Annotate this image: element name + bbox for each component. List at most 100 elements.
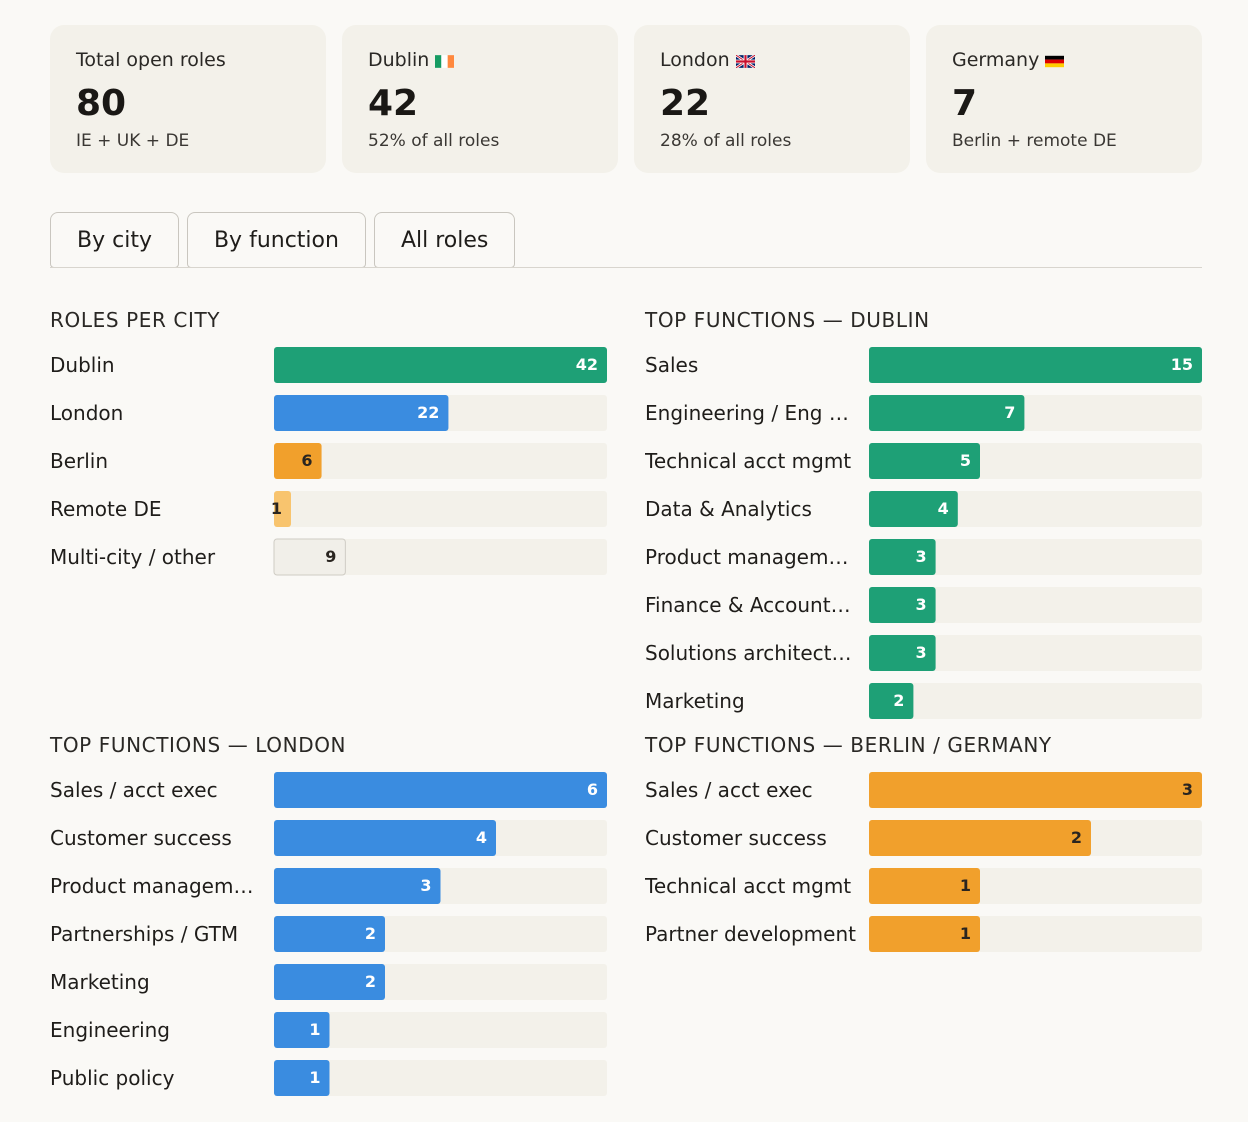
london-functions-chart: Sales / acct exec 6 Customer success 4 Produ…: [50, 772, 607, 1096]
bar-track: [869, 587, 1202, 623]
bar: [869, 635, 936, 671]
category-label: Technical acct mgmt: [645, 874, 851, 898]
bar-value-label: 9: [325, 547, 336, 566]
bar-value-label: 7: [1004, 403, 1015, 422]
bar-row: Partner development 1: [645, 916, 1202, 952]
bar-value-label: 2: [893, 691, 904, 710]
bar-row: Public policy 1: [50, 1060, 607, 1096]
bar-row: Finance & Account… 3: [645, 587, 1202, 623]
category-label: London: [50, 401, 123, 425]
category-label: Public policy: [50, 1066, 175, 1090]
bar-value-label: 1: [960, 924, 971, 943]
tab-by-city[interactable]: By city: [50, 212, 179, 268]
category-label: Sales / acct exec: [50, 778, 218, 802]
ireland-flag-icon: [435, 54, 455, 68]
bar: [869, 443, 980, 479]
bar-row: Partnerships / GTM 2: [50, 916, 607, 952]
bar-value-label: 4: [476, 828, 487, 847]
bar-row: Customer success 2: [645, 820, 1202, 856]
category-label: Marketing: [645, 689, 745, 713]
category-label: Dublin: [50, 353, 115, 377]
bar-row: Berlin 6: [50, 443, 607, 479]
roles-per-city-panel: ROLES PER CITY Dublin 42 London 22 Berlin 6 Re…: [50, 307, 607, 587]
bar-value-label: 2: [1071, 828, 1082, 847]
bar: [274, 395, 449, 431]
bar-row: Sales / acct exec 6: [50, 772, 607, 808]
bar-value-label: 15: [1171, 355, 1193, 374]
bar-value-label: 5: [960, 451, 971, 470]
dublin-functions-panel: TOP FUNCTIONS — DUBLIN Sales 15 Engineerin…: [645, 307, 1202, 731]
tab-by-function[interactable]: By function: [186, 212, 366, 268]
bar-value-label: 1: [271, 499, 282, 518]
bar-row: London 22: [50, 395, 607, 431]
tab-all-roles[interactable]: All roles: [373, 212, 516, 268]
card-label: Total open roles: [76, 49, 226, 71]
bar-row: Technical acct mgmt 1: [645, 868, 1202, 904]
card-subtitle: IE + UK + DE: [76, 131, 190, 151]
bar-row: Sales / acct exec 3: [645, 772, 1202, 808]
bar-value-label: 6: [587, 780, 598, 799]
category-label: Engineering: [50, 1018, 170, 1042]
panel-title: ROLES PER CITY: [50, 308, 221, 332]
bar-value-label: 42: [576, 355, 598, 374]
category-label: Technical acct mgmt: [645, 449, 851, 473]
panel-title: TOP FUNCTIONS — LONDON: [50, 733, 347, 757]
card-label: Dublin: [368, 49, 430, 71]
bar-value-label: 22: [417, 403, 439, 422]
category-label: Solutions architect…: [645, 641, 852, 665]
bar-track: [274, 443, 607, 479]
tab-divider: [50, 267, 1202, 268]
dublin-card: Dublin 42 52% of all roles: [342, 25, 618, 173]
bar-row: Product managem… 3: [645, 539, 1202, 575]
bar: [869, 868, 980, 904]
bar-value-label: 6: [301, 451, 312, 470]
card-subtitle: 28% of all roles: [660, 131, 792, 151]
category-label: Marketing: [50, 970, 150, 994]
london-functions-panel: TOP FUNCTIONS — LONDON Sales / acct exec…: [50, 732, 607, 1108]
card-label: Germany: [952, 49, 1040, 71]
bar-value-label: 1: [960, 876, 971, 895]
bar-track: [274, 491, 607, 527]
category-label: Multi-city / other: [50, 545, 216, 569]
germany-card: Germany 7 Berlin + remote DE: [926, 25, 1202, 173]
bar: [869, 491, 958, 527]
bar: [274, 820, 496, 856]
bar: [274, 772, 607, 808]
panel-title: TOP FUNCTIONS — DUBLIN: [645, 308, 930, 332]
category-label: Sales: [645, 353, 698, 377]
bar-value-label: 3: [420, 876, 431, 895]
category-label: Berlin: [50, 449, 108, 473]
bar-track: [869, 539, 1202, 575]
bar-row: Product managem… 3: [50, 868, 607, 904]
total-roles-card: Total open roles 80 IE + UK + DE: [50, 25, 326, 173]
bar: [869, 772, 1202, 808]
bar-row: Solutions architect… 3: [645, 635, 1202, 671]
bar: [274, 443, 322, 479]
bar-value-label: 1: [309, 1020, 320, 1039]
bar-value-label: 1: [309, 1068, 320, 1087]
card-value: 7: [952, 83, 978, 124]
bar-row: Sales 15: [645, 347, 1202, 383]
panel-title: TOP FUNCTIONS — BERLIN / GERMANY: [645, 733, 1052, 757]
bar: [274, 964, 385, 1000]
bar-value-label: 4: [938, 499, 949, 518]
bar-row: Customer success 4: [50, 820, 607, 856]
summary-cards: Total open roles 80 IE + UK + DE Dublin …: [50, 25, 1202, 173]
category-label: Sales / acct exec: [645, 778, 813, 802]
bar-value-label: 3: [915, 643, 926, 662]
london-card: London 22 28% of all roles: [634, 25, 910, 173]
category-label: Data & Analytics: [645, 497, 812, 521]
bar: [274, 916, 385, 952]
bar-row: Technical acct mgmt 5: [645, 443, 1202, 479]
bar-track: [274, 539, 607, 575]
bar-row: Dublin 42: [50, 347, 607, 383]
bar: [273, 538, 346, 576]
bar: [869, 587, 936, 623]
bar: [274, 1060, 330, 1096]
bar-value-label: 2: [365, 972, 376, 991]
bar-track: [869, 683, 1202, 719]
category-label: Product managem…: [645, 545, 848, 569]
germany-functions-panel: TOP FUNCTIONS — BERLIN / GERMANY Sales /…: [645, 732, 1202, 964]
bar: [869, 820, 1091, 856]
roles-per-city-chart: Dublin 42 London 22 Berlin 6 Remote DE 1 Multi-c…: [50, 347, 607, 576]
